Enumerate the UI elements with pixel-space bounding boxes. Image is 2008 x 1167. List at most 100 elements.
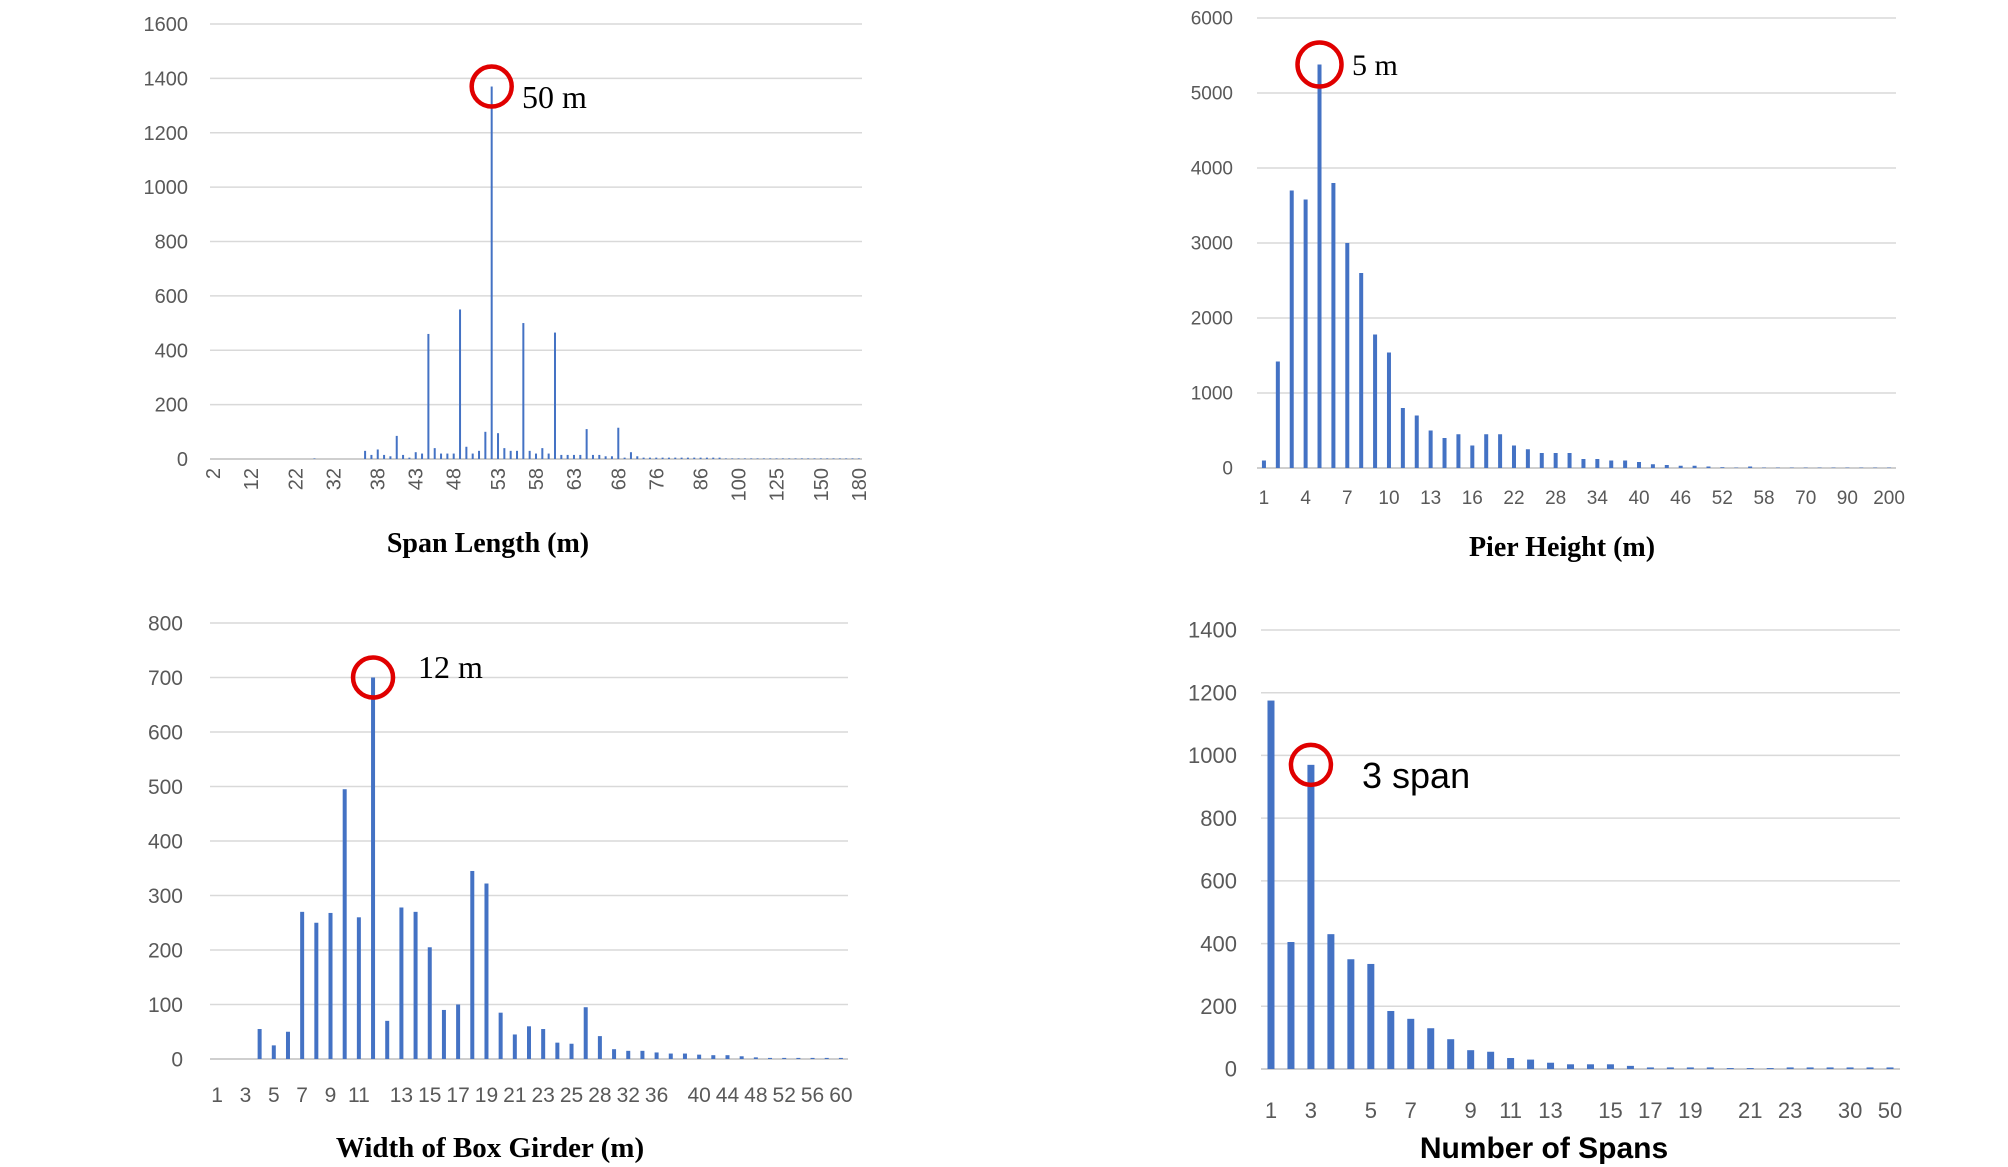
x-tick-label: 17: [1638, 1098, 1662, 1123]
bar: [1746, 1068, 1754, 1069]
y-tick-label: 600: [148, 721, 183, 744]
x-tick-label: 12: [241, 468, 263, 490]
bar: [1706, 466, 1711, 468]
x-tick-label: 1: [211, 1084, 223, 1107]
bar: [1666, 1067, 1674, 1069]
y-tick-label: 600: [155, 286, 188, 308]
x-tick-label: 9: [325, 1084, 337, 1107]
x-tick-label: 21: [1738, 1098, 1762, 1123]
peak-annotation-label: 50 m: [522, 79, 587, 115]
bar: [399, 907, 404, 1059]
y-tick-label: 400: [148, 830, 183, 853]
bar: [1547, 1062, 1555, 1069]
bar: [794, 458, 797, 459]
y-tick-label: 0: [177, 449, 188, 471]
bar: [1826, 1067, 1834, 1069]
x-tick-label: 7: [296, 1084, 308, 1107]
bar: [674, 457, 677, 459]
bar: [1347, 959, 1355, 1069]
bar: [313, 458, 316, 459]
x-tick-label: 58: [1753, 488, 1774, 509]
x-tick-label: 15: [1598, 1098, 1622, 1123]
bar: [465, 446, 468, 459]
bar: [1595, 459, 1600, 468]
x-tick-label: 32: [323, 468, 345, 490]
bar: [569, 1043, 574, 1059]
y-tick-label: 5000: [1191, 84, 1233, 105]
bar: [484, 883, 489, 1059]
bar: [788, 458, 791, 459]
x-tick-label: 180: [849, 468, 871, 501]
x-tick-label: 46: [1670, 488, 1691, 509]
bar: [1581, 459, 1586, 468]
bar: [371, 677, 376, 1059]
y-tick-label: 200: [1200, 994, 1237, 1019]
bar: [1331, 183, 1336, 468]
bar: [813, 458, 816, 459]
bar: [1686, 1067, 1694, 1069]
bar: [1261, 460, 1266, 468]
bar: [697, 1054, 702, 1059]
chart-title: Span Length (m): [387, 528, 589, 559]
bar: [440, 453, 443, 459]
bar: [1748, 466, 1753, 468]
bar: [610, 456, 613, 459]
bar: [541, 448, 544, 459]
bar: [810, 1057, 815, 1059]
y-tick-label: 500: [148, 776, 183, 799]
bar: [300, 911, 305, 1059]
bar: [512, 1034, 517, 1059]
chart-title: Number of Spans: [1420, 1132, 1668, 1165]
y-tick-label: 800: [148, 612, 183, 635]
x-tick-label: 150: [811, 468, 833, 501]
bar: [427, 333, 430, 459]
bar: [832, 458, 835, 459]
y-tick-label: 100: [148, 994, 183, 1017]
bar: [591, 454, 594, 459]
y-tick-label: 1400: [1188, 618, 1237, 643]
bar: [370, 454, 373, 459]
peak-marker-circle: [1288, 742, 1334, 788]
x-tick-label: 5: [268, 1084, 280, 1107]
x-tick-label: 11: [1499, 1098, 1522, 1123]
x-tick-label: 125: [767, 468, 789, 501]
bar: [807, 458, 810, 459]
x-tick-label: 13: [1420, 488, 1441, 509]
y-tick-label: 1600: [144, 14, 189, 36]
bar: [342, 789, 347, 1059]
bar: [383, 454, 386, 459]
y-tick-label: 300: [148, 885, 183, 908]
y-tick-label: 400: [155, 340, 188, 362]
bar: [712, 457, 715, 459]
bar: [800, 458, 803, 459]
bar: [1766, 1068, 1774, 1069]
x-tick-label: 13: [390, 1084, 413, 1107]
y-tick-label: 1200: [1188, 680, 1237, 705]
x-tick-label: 86: [691, 468, 713, 490]
bar: [257, 1029, 262, 1059]
bar: [402, 454, 405, 459]
bar: [364, 450, 367, 459]
bar: [1414, 415, 1419, 468]
bar: [271, 1045, 276, 1059]
x-tick-label: 3: [1305, 1098, 1317, 1123]
y-tick-label: 400: [1200, 931, 1237, 956]
bar: [617, 427, 620, 459]
bar: [711, 1055, 716, 1059]
x-tick-label: 52: [773, 1084, 796, 1107]
pier-height-chart: 0 1000 2000 3000 4000 5000 6000 1 4 7 10 13 16 22 28 34…: [1004, 0, 2008, 583]
x-tick-label: 7: [1342, 488, 1353, 509]
bar: [408, 457, 411, 459]
x-tick-label: 19: [475, 1084, 498, 1107]
y-tick-label: 200: [155, 395, 188, 417]
bar: [642, 457, 645, 459]
bar: [1386, 352, 1391, 468]
bar: [1511, 445, 1516, 468]
x-tick-label: 38: [368, 468, 390, 490]
bar: [1428, 430, 1433, 468]
x-tick-label: 23: [1778, 1098, 1802, 1123]
bar: [1487, 1051, 1495, 1069]
bar: [1609, 460, 1614, 468]
chart-title: Width of Box Girder (m): [336, 1132, 644, 1164]
